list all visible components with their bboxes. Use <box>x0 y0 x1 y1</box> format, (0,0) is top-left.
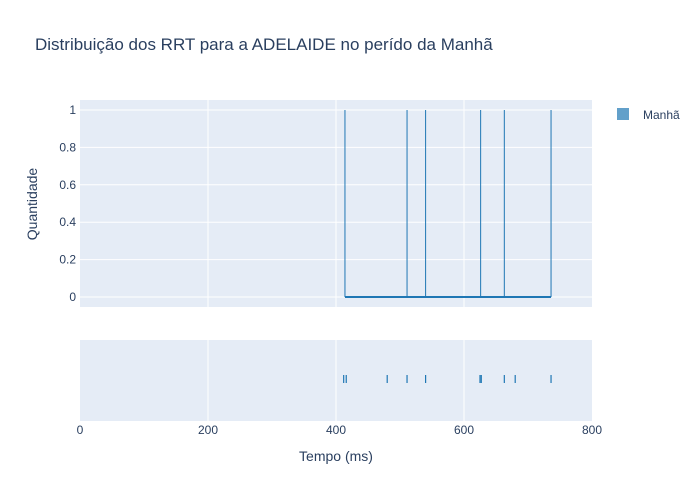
x-tick-label: 600 <box>454 423 474 437</box>
y-tick-label: 1 <box>69 103 76 117</box>
legend-label-manha[interactable]: Manhã <box>643 108 680 122</box>
histogram-bars <box>344 110 552 298</box>
x-tick-label: 0 <box>77 423 84 437</box>
x-tick-label: 800 <box>582 423 602 437</box>
x-axis-title: Tempo (ms) <box>299 448 373 464</box>
y-tick-label: 0.6 <box>59 178 76 192</box>
legend[interactable]: Manhã <box>617 108 680 122</box>
y-tick-label: 0.8 <box>59 140 76 154</box>
x-gridlines-rug <box>207 340 465 421</box>
y-tick-label: 0.2 <box>59 253 76 267</box>
y-tick-label: 0 <box>69 290 76 304</box>
chart-title: Distribuição dos RRT para a ADELAIDE no … <box>35 35 493 54</box>
x-tick-labels: 0 200 400 600 800 <box>77 423 603 437</box>
x-tick-label: 400 <box>326 423 346 437</box>
y-tick-labels: 0 0.2 0.4 0.6 0.8 1 <box>59 103 76 304</box>
rug-marks <box>343 375 552 383</box>
x-tick-label: 200 <box>198 423 218 437</box>
y-axis-title: Quantidade <box>24 168 40 241</box>
y-tick-label: 0.4 <box>59 215 76 229</box>
x-gridlines-main <box>207 100 465 307</box>
legend-swatch <box>617 108 629 120</box>
